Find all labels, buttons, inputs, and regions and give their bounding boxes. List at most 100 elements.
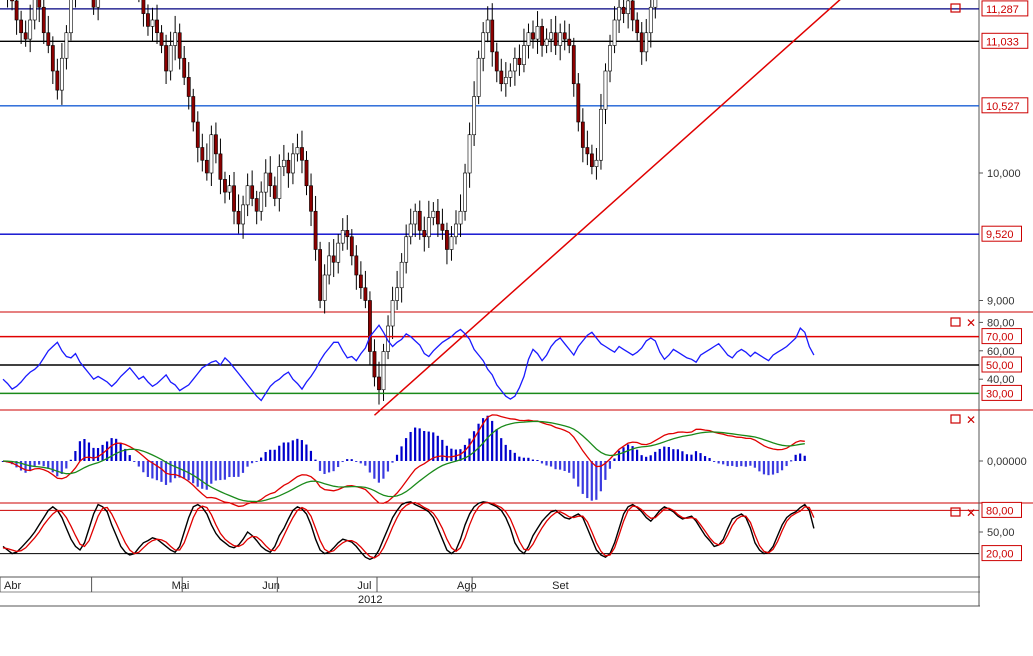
candle-body [589,153,594,167]
candle-body [146,13,150,27]
stoch-levels [0,509,979,555]
candle-body [259,191,264,212]
month-label: Set [552,580,569,592]
candle-body [435,210,440,225]
macd-histogram-bar [196,461,199,487]
panel-controls[interactable]: ✕ ✕ ✕ [950,3,976,520]
macd-histogram-bar [155,461,159,481]
candle-body [571,45,576,85]
macd-histogram-bar [649,455,652,461]
macd-histogram-bar [513,452,516,461]
candle-body [241,204,245,225]
macd-histogram-bar [178,461,181,478]
candle-body [286,159,291,174]
candle-body [295,147,300,155]
candle-body [245,185,250,206]
macd-histogram-bar [463,444,467,461]
macd-histogram [1,415,806,501]
macd-histogram-bar [364,461,367,466]
candle-body [445,230,449,250]
candle-body [32,0,37,21]
macd-histogram-bar [577,461,580,487]
candle-body [345,230,350,238]
candle-body [608,45,612,72]
macd-histogram-bar [260,457,263,461]
macd-histogram-bar [327,461,331,473]
rsi-level-label: 30,00 [986,388,1014,400]
candle-body [304,159,309,187]
candle-body [599,108,603,161]
macd-histogram-bar [735,461,738,467]
stoch-level-label: 20,00 [986,549,1014,561]
close-icon[interactable]: ✕ [966,316,976,330]
candle-body [50,45,55,72]
macd-histogram-bar [228,461,231,478]
macd-histogram-bar [531,459,535,461]
macd-histogram-bar [744,461,747,467]
rsi-tick-label: 60,00 [987,346,1015,358]
candle-body [635,19,640,34]
candle-body [300,147,304,161]
stoch-tick-label: 50,00 [987,527,1015,539]
macd-histogram-bar [250,461,254,464]
candle-body [186,77,191,97]
candle-body [277,166,282,199]
macd-histogram-bar [481,418,485,461]
macd-histogram-bar [790,460,793,462]
macd-histogram-bar [1,461,4,462]
macd-histogram-bar [540,461,544,464]
rsi-level-label-box [981,384,1022,401]
rsi-line [2,324,815,402]
macd-histogram-bar [640,455,643,461]
rsi-tick-label: 40,00 [987,374,1015,386]
candle-body [214,134,218,155]
maximize-icon[interactable] [950,507,961,517]
macd-histogram-bar [241,461,245,473]
month-label: Jun [262,580,280,592]
candle-body [630,0,635,21]
macd-histogram-bar [33,461,36,467]
rsi-level-label-box [981,328,1022,345]
candle-body [250,185,255,199]
macd-histogram-bar [314,459,317,461]
candle-body [232,185,236,212]
candle-body [580,121,585,148]
macd-histogram-bar [672,449,675,461]
price-level-label: 10,527 [986,101,1020,113]
candle-body [150,19,155,27]
macd-histogram-bar [608,461,612,469]
right-axis: 12,00010,0009,00012,13511,28711,03310,52… [979,0,1029,562]
macd-histogram-bar [762,461,766,475]
macd-histogram-bar [654,451,657,461]
macd-histogram-bar [214,461,217,481]
maximize-icon[interactable] [950,3,961,13]
macd-histogram-bar [586,461,589,499]
macd-histogram-bar [776,461,779,474]
candle-body [14,0,19,21]
candle-body [508,70,513,78]
macd-histogram-bar [595,461,598,500]
candle-body [336,242,341,263]
candle-body [639,32,644,53]
candle-body [377,376,381,391]
candle-body [562,32,567,40]
close-icon[interactable]: ✕ [966,413,976,427]
close-icon[interactable]: ✕ [966,506,976,520]
maximize-icon[interactable] [950,414,961,424]
macd-histogram-bar [690,454,693,461]
candle-body [69,0,73,34]
support-trendline[interactable] [373,0,981,416]
maximize-icon[interactable] [950,317,961,327]
candle-body [358,274,363,289]
macd-histogram-bar [799,453,802,461]
macd-histogram-bar [278,445,281,461]
trendline[interactable] [373,0,981,416]
candle-body [485,19,490,34]
macd-histogram-bar [391,461,394,463]
macd-histogram-bar [631,446,634,461]
candle-body [494,51,499,72]
price-level-label-box [981,32,1029,49]
macd-histogram-bar [19,461,23,471]
candle-body [395,287,400,301]
